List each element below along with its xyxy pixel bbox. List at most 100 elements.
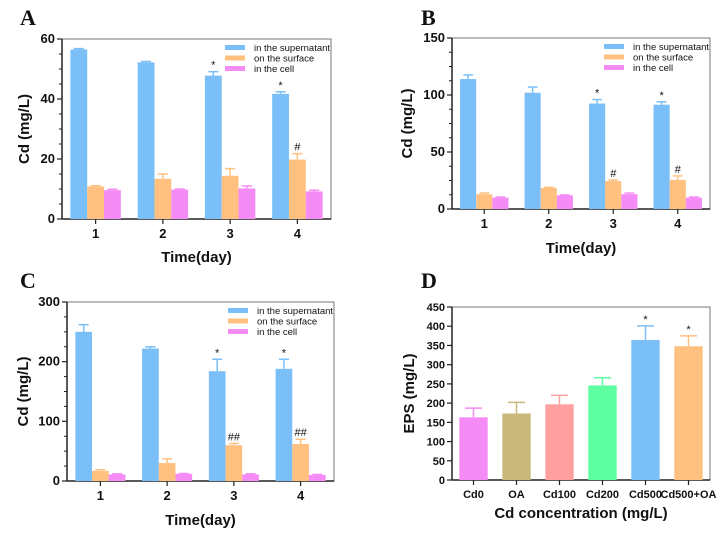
- significance-mark: *: [686, 324, 691, 336]
- error-bar: [208, 70, 219, 76]
- bar: [588, 385, 617, 480]
- significance-mark: #: [294, 142, 301, 154]
- bar: [502, 413, 531, 480]
- bar: [545, 404, 574, 480]
- legend-swatch: [604, 54, 624, 60]
- bar: [87, 186, 105, 219]
- error-bar: [679, 335, 698, 347]
- legend-label: in the supernatant: [254, 43, 330, 54]
- panel-label: C: [20, 268, 36, 293]
- bar: [104, 190, 121, 219]
- y-axis-label: Cd (mg/L): [399, 89, 416, 159]
- error-bar: [527, 86, 538, 93]
- y-tick-label: 0: [53, 473, 60, 488]
- x-axis-label: Time(day): [161, 249, 232, 266]
- panel-B: B 0 50 100 150 1 2 3 4 Time(day) Cd (mg/L) * * in the…: [399, 5, 711, 257]
- significance-mark: *: [282, 347, 287, 359]
- x-axis-label: Time(day): [165, 512, 236, 529]
- error-bar: [245, 473, 256, 475]
- bar: [589, 103, 606, 209]
- error-bar: [90, 184, 101, 187]
- bar: [272, 93, 289, 219]
- bar: [242, 474, 259, 481]
- bar: [621, 194, 638, 209]
- legend-label: on the surface: [257, 317, 317, 328]
- legend-item: in the cell: [225, 64, 294, 75]
- bar: [142, 348, 159, 481]
- x-tick-label: 1: [97, 488, 104, 503]
- x-tick-label: Cd100: [543, 489, 576, 501]
- panel-label: D: [421, 268, 437, 293]
- y-axis-label: Cd (mg/L): [15, 357, 32, 427]
- bar: [158, 463, 176, 481]
- error-bar: [608, 179, 619, 182]
- panel-C: C 0 100 200 300 1 2 3 4 Time(day) Cd (mg/L) * * in th…: [15, 268, 335, 529]
- bar: [308, 475, 326, 481]
- legend-label: on the surface: [254, 54, 314, 65]
- legend-swatch: [228, 318, 248, 324]
- y-tick-label: 450: [427, 302, 445, 314]
- bar: [70, 49, 88, 219]
- x-axis-label: Time(day): [546, 240, 617, 257]
- y-tick-label: 100: [423, 87, 445, 102]
- x-tick-label: 1: [92, 226, 99, 241]
- significance-mark: *: [211, 60, 216, 72]
- x-tick-label: 3: [230, 488, 237, 503]
- significance-mark: *: [659, 90, 664, 102]
- significance-mark: *: [278, 80, 283, 92]
- legend-item: in the cell: [228, 327, 297, 338]
- y-tick-label: 20: [41, 151, 55, 166]
- legend-label: in the supernatant: [633, 42, 709, 53]
- bar: [460, 79, 477, 209]
- bar: [459, 417, 488, 480]
- significance-mark: *: [643, 314, 648, 326]
- legend-label: in the supernatant: [257, 306, 333, 317]
- x-tick-label: 2: [164, 488, 171, 503]
- bar: [204, 75, 222, 219]
- error-bar: [624, 192, 635, 195]
- x-tick-label: Cd500: [629, 489, 662, 501]
- x-tick-label: Cd200: [586, 489, 619, 501]
- y-tick-label: 40: [41, 91, 55, 106]
- bar: [137, 62, 155, 220]
- error-bar: [275, 91, 286, 94]
- bar: [171, 189, 189, 219]
- significance-mark: #: [675, 164, 682, 176]
- bar: [653, 104, 670, 209]
- error-bar: [636, 325, 655, 341]
- error-bar: [550, 394, 569, 405]
- significance-mark: #: [610, 168, 617, 180]
- error-bar: [672, 175, 683, 180]
- x-tick-label: 2: [159, 226, 166, 241]
- bar: [108, 474, 126, 481]
- error-bar: [656, 101, 667, 105]
- bar: [305, 191, 323, 219]
- bar: [524, 92, 541, 209]
- error-bar: [73, 47, 84, 50]
- error-bar: [689, 196, 699, 198]
- y-tick-label: 200: [38, 354, 60, 369]
- x-tick-label: Cd500+OA: [661, 489, 717, 501]
- error-bar: [592, 98, 602, 104]
- error-bar: [174, 188, 185, 190]
- y-tick-label: 100: [38, 413, 60, 428]
- legend-swatch: [228, 329, 248, 334]
- bar: [669, 179, 686, 209]
- y-tick-label: 200: [427, 398, 445, 410]
- legend-item: in the supernatant: [604, 42, 709, 53]
- plot-frame: [451, 306, 711, 481]
- legend-label: in the cell: [633, 63, 673, 74]
- error-bar: [312, 473, 323, 476]
- error-bar: [78, 323, 89, 332]
- legend-label: on the surface: [633, 53, 693, 64]
- panel-label: A: [20, 5, 36, 30]
- y-tick-label: 60: [41, 31, 55, 46]
- bar: [292, 444, 309, 481]
- error-bar: [292, 152, 303, 160]
- bar: [605, 181, 622, 209]
- legend-item: on the surface: [228, 317, 317, 328]
- y-tick-label: 0: [438, 201, 445, 216]
- x-tick-label: Cd0: [463, 489, 484, 501]
- bar: [685, 197, 702, 209]
